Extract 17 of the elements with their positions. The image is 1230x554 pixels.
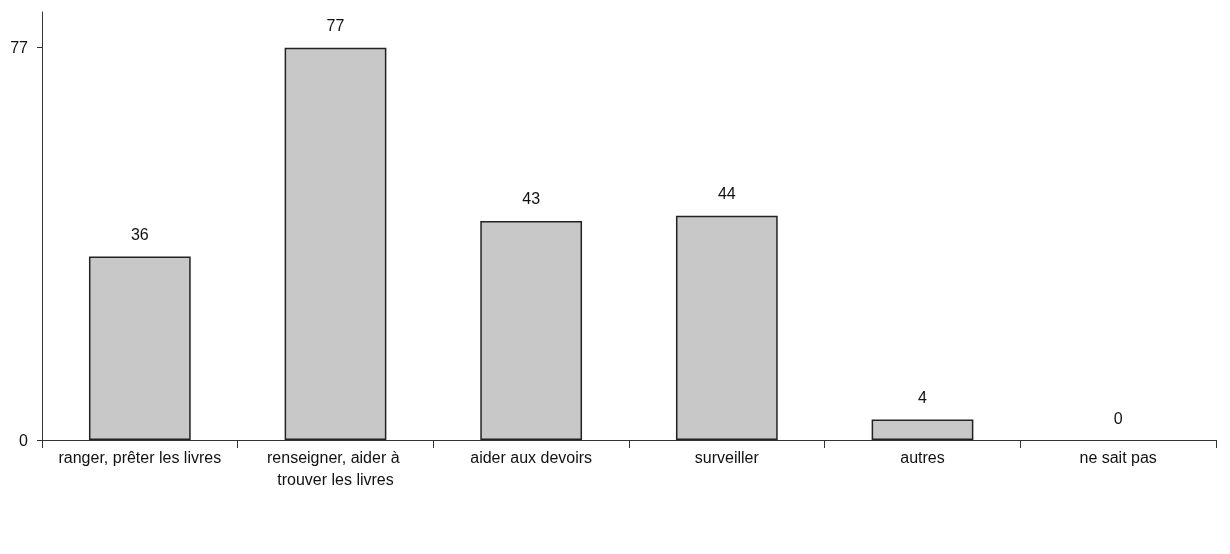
x-tick-label: ne sait pas — [1079, 448, 1157, 466]
x-tick-label: autres — [900, 448, 945, 466]
x-tick-label: surveiller — [694, 448, 760, 466]
bar — [871, 419, 974, 440]
bar — [675, 215, 778, 440]
bar — [88, 256, 191, 440]
bar — [480, 220, 583, 440]
x-tick-label: ranger, prêter les livres — [58, 448, 222, 466]
x-tick-label: renseigner, aider à trouver les livres — [267, 448, 404, 488]
bar — [284, 47, 387, 440]
data-label: 44 — [717, 185, 736, 203]
data-label: 43 — [522, 190, 541, 208]
data-label: 36 — [130, 226, 149, 244]
data-label: 0 — [1113, 409, 1123, 427]
data-label: 4 — [918, 389, 928, 407]
data-label: 77 — [326, 17, 345, 35]
x-tick-label: aider aux devoirs — [470, 448, 593, 466]
